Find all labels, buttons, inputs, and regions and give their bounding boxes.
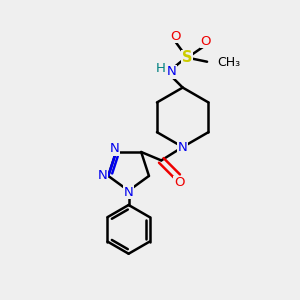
Text: O: O <box>170 30 181 43</box>
Text: N: N <box>110 142 119 155</box>
Text: O: O <box>201 35 211 48</box>
Text: N: N <box>167 65 177 78</box>
Text: CH₃: CH₃ <box>217 56 240 69</box>
Text: O: O <box>174 176 184 189</box>
Text: H: H <box>156 62 166 75</box>
Text: N: N <box>124 186 134 199</box>
Text: S: S <box>182 50 192 65</box>
Text: N: N <box>98 169 108 182</box>
Text: N: N <box>178 141 188 154</box>
